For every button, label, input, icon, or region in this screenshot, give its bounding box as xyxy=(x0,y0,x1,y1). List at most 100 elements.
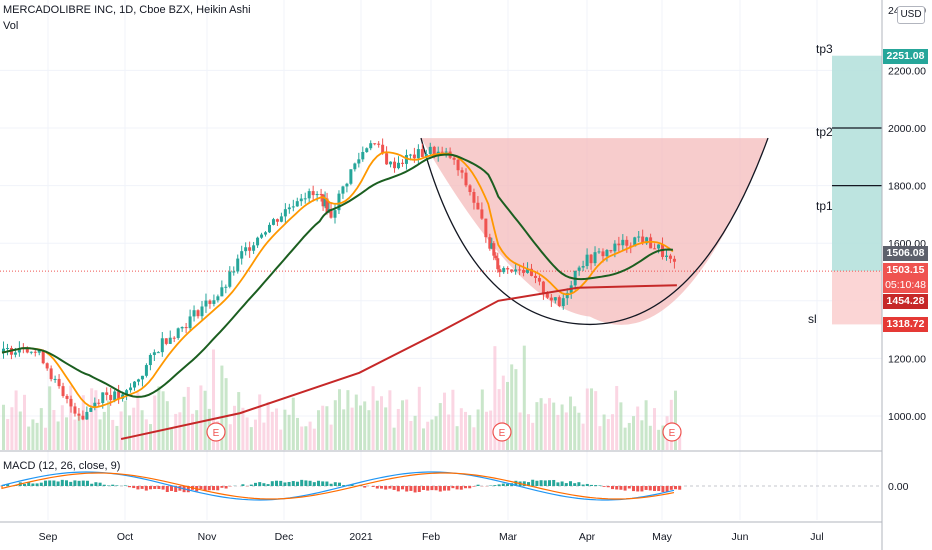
volume-bar xyxy=(39,408,43,450)
stop-zone xyxy=(832,271,882,325)
volume-bar xyxy=(489,410,493,450)
candle-body xyxy=(565,292,569,299)
candle-body xyxy=(204,300,208,307)
macd-hist-bar xyxy=(291,481,295,486)
volume-bar xyxy=(472,427,476,450)
macd-hist-bar xyxy=(581,484,585,486)
macd-hist-bar xyxy=(556,482,560,486)
candle-body xyxy=(341,186,345,194)
symbol-title[interactable]: MERCADOLIBRE INC, 1D, Cboe BZX, Heikin A… xyxy=(3,4,251,16)
volume-bar xyxy=(220,365,224,450)
macd-hist-bar xyxy=(304,480,308,486)
candle-body xyxy=(200,306,204,317)
macd-hist-bar xyxy=(128,486,131,488)
candle-body xyxy=(113,391,117,401)
candle-body xyxy=(236,258,240,272)
macd-hist-bar xyxy=(606,486,610,488)
candle-body xyxy=(561,298,565,307)
candle-body xyxy=(105,392,109,395)
candle-body xyxy=(514,269,518,272)
time-tick-label: Jun xyxy=(732,531,749,543)
macd-hist-bar xyxy=(426,486,430,491)
currency-button[interactable]: USD xyxy=(897,6,925,24)
volume-bar xyxy=(107,400,110,450)
macd-hist-bar xyxy=(388,486,392,489)
candle-body xyxy=(152,352,156,355)
candle-body xyxy=(49,368,53,380)
volume-bar xyxy=(115,425,119,450)
macd-hist-bar xyxy=(207,486,211,491)
macd-hist-bar xyxy=(636,486,640,492)
volume-bar xyxy=(178,412,182,450)
candle-body xyxy=(33,351,37,353)
macd-hist-bar xyxy=(266,484,270,486)
candle-body xyxy=(585,254,589,267)
volume-bar xyxy=(18,411,22,450)
price-tick-label: 1200.00 xyxy=(888,353,926,365)
volume-bar xyxy=(86,414,89,450)
macd-hist-bar xyxy=(455,486,459,490)
candle-body xyxy=(549,297,553,301)
volume-bar xyxy=(44,427,47,450)
volume-bar xyxy=(367,410,371,450)
macd-hist-bar xyxy=(371,486,375,487)
candle-body xyxy=(494,255,498,259)
macd-hist-bar xyxy=(539,480,543,486)
volume-bar xyxy=(464,411,467,450)
macd-label[interactable]: MACD (12, 26, close, 9) xyxy=(3,460,121,472)
volume-bar xyxy=(627,422,631,450)
volume-bar xyxy=(195,410,199,450)
macd-hist-bar xyxy=(31,483,35,486)
candle-body xyxy=(633,237,637,247)
candle-body xyxy=(484,218,488,238)
candle-body xyxy=(85,411,89,420)
candle-body xyxy=(533,275,537,278)
macd-zero-label: 0.00 xyxy=(888,481,909,493)
candle-body xyxy=(133,381,137,388)
macd-hist-bar xyxy=(258,482,262,486)
volume-bar xyxy=(270,411,274,450)
volume-bar xyxy=(241,407,245,450)
macd-hist-bar xyxy=(459,486,463,490)
macd-hist-bar xyxy=(296,481,299,486)
volume-bar xyxy=(23,394,26,450)
candle-body xyxy=(672,258,676,262)
volume-bar xyxy=(182,396,186,450)
volume-bar xyxy=(329,424,333,450)
candle-body xyxy=(460,170,464,173)
macd-hist-bar xyxy=(157,486,161,489)
candle-body xyxy=(597,251,601,253)
candle-body xyxy=(657,244,661,249)
volume-label[interactable]: Vol xyxy=(3,20,19,32)
candle-body xyxy=(319,193,323,195)
candle-body xyxy=(397,162,401,169)
macd-hist-bar xyxy=(94,482,98,486)
candle-body xyxy=(81,415,85,420)
macd-hist-bar xyxy=(569,481,572,486)
macd-hist-bar xyxy=(514,480,518,486)
candle-body xyxy=(89,407,93,412)
macd-hist-bar xyxy=(476,484,480,486)
macd-hist-bar xyxy=(409,486,413,491)
macd-hist-bar xyxy=(2,485,5,486)
volume-bar xyxy=(585,388,589,450)
macd-hist-bar xyxy=(325,481,329,486)
candle-body xyxy=(506,268,510,270)
macd-hist-bar xyxy=(321,481,325,486)
volume-bar xyxy=(560,404,564,450)
candle-body xyxy=(160,338,164,353)
volume-bar xyxy=(413,415,417,450)
candle-body xyxy=(323,198,327,207)
candle-body xyxy=(605,250,609,257)
macd-hist-bar xyxy=(493,485,497,486)
candle-body xyxy=(492,243,496,256)
candle-body xyxy=(168,337,172,344)
macd-hist-bar xyxy=(602,486,606,487)
volume-bar xyxy=(497,389,501,450)
macd-hist-bar xyxy=(564,483,568,486)
volume-bar xyxy=(245,417,249,450)
volume-bar xyxy=(212,349,215,450)
candle-body xyxy=(480,209,484,219)
volume-bar xyxy=(661,425,665,450)
